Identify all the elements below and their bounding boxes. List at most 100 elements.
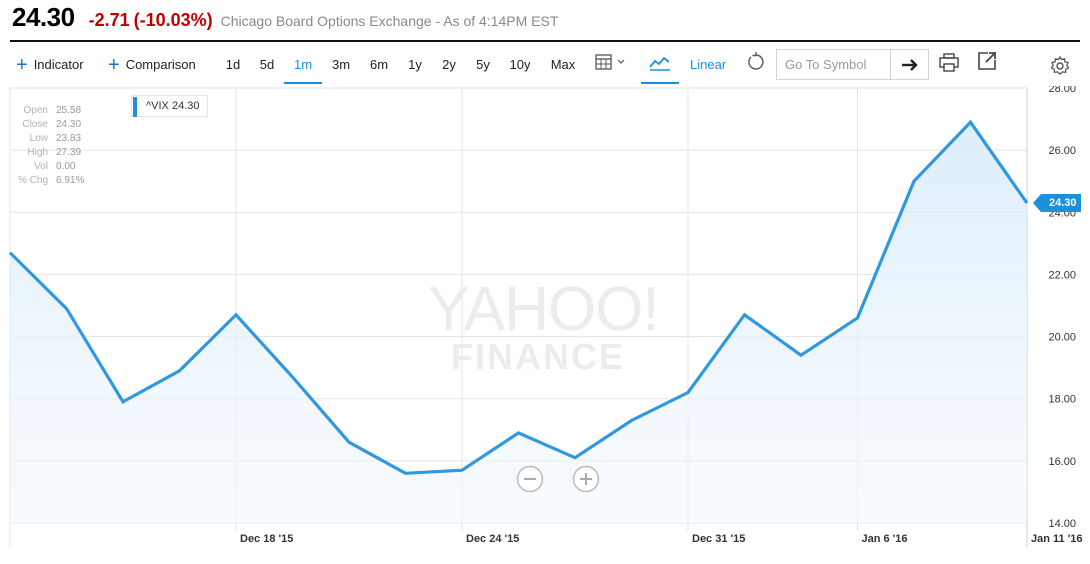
header-divider: [10, 40, 1080, 42]
data-point: [1025, 201, 1029, 205]
ohlc-key: Low: [29, 133, 48, 144]
arrow-right-icon: [901, 58, 918, 71]
y-tick-label: 20.00: [1048, 332, 1076, 344]
range-max[interactable]: Max: [550, 57, 576, 72]
scale-toggle[interactable]: Linear: [690, 57, 727, 72]
data-point: [573, 456, 577, 460]
settings-button[interactable]: [1049, 55, 1071, 77]
data-point: [799, 353, 803, 357]
data-point: [347, 440, 351, 444]
chart-type-button[interactable]: [648, 52, 672, 74]
ohlc-value: 0.00: [56, 161, 76, 172]
data-point: [743, 313, 747, 317]
ohlc-value: 23.83: [56, 133, 82, 144]
price-change: -2.71: [88, 10, 130, 30]
comparison-button[interactable]: + Comparison: [108, 54, 196, 76]
symbol-search-input[interactable]: [776, 49, 891, 80]
zoom-in-button[interactable]: [572, 465, 600, 493]
range-10y[interactable]: 10y: [509, 57, 531, 72]
price-change-percent: (-10.03%): [133, 10, 213, 30]
go-to-symbol-button[interactable]: [891, 49, 929, 80]
y-tick-label: 26.00: [1048, 145, 1076, 157]
zoom-out-button[interactable]: [516, 465, 544, 493]
data-point: [630, 419, 634, 423]
y-tick-label: 28.00: [1048, 86, 1076, 95]
fullscreen-button[interactable]: [976, 50, 998, 72]
data-point: [460, 468, 464, 472]
range-5d[interactable]: 5d: [259, 57, 275, 72]
gear-icon: [1050, 55, 1070, 75]
print-icon: [939, 53, 959, 72]
reset-button[interactable]: [745, 51, 767, 73]
ohlc-panel: Open 25.58 Close 24.30 Low 23.83 High 27.39 Vol 0…: [10, 104, 120, 188]
ohlc-key: Vol: [34, 161, 48, 172]
chart-area[interactable]: 14.00 16.00 18.00 20.00 22.00 24.00 26.00 28.00…: [0, 86, 1090, 564]
y-tick-label: 18.00: [1048, 394, 1076, 406]
y-tick-label: 22.00: [1048, 269, 1076, 281]
data-point: [178, 369, 182, 373]
legend-label: ^VIX 24.30: [146, 100, 200, 112]
undo-icon: [748, 52, 764, 70]
range-1y[interactable]: 1y: [408, 57, 422, 72]
ohlc-value: 24.30: [56, 119, 82, 130]
x-tick-label: Jan 11 '16: [1031, 533, 1083, 545]
line-chart-icon: [649, 56, 670, 71]
indicator-button[interactable]: + Indicator: [16, 54, 84, 76]
ohlc-row: High 27.39: [10, 146, 120, 160]
exchange-info: Chicago Board Options Exchange - As of 4…: [220, 13, 559, 29]
data-point: [404, 471, 408, 475]
data-point: [912, 179, 916, 183]
last-price-tag: 24.30: [1033, 194, 1081, 212]
ohlc-value: 27.39: [56, 147, 82, 158]
range-6m[interactable]: 6m: [369, 57, 389, 72]
print-button[interactable]: [938, 52, 960, 74]
data-point: [234, 313, 238, 317]
data-point: [291, 375, 295, 379]
x-tick-label: Dec 24 '15: [466, 533, 519, 545]
plus-icon: +: [108, 54, 120, 76]
active-chart-type-indicator: [641, 82, 679, 84]
watermark-finance: FINANCE: [451, 336, 625, 377]
price-value: 24.30: [12, 2, 75, 32]
price-chart[interactable]: 14.0016.0018.0020.0022.0024.0026.0028.00…: [0, 86, 1090, 564]
range-2y[interactable]: 2y: [442, 57, 456, 72]
calendar-button[interactable]: [594, 52, 628, 74]
ohlc-row: Open 25.58: [10, 104, 120, 118]
range-3m[interactable]: 3m: [331, 57, 351, 72]
watermark-yahoo: YAHOO!: [428, 275, 660, 344]
external-link-icon: [978, 52, 996, 70]
x-tick-label: Jan 6 '16: [862, 533, 908, 545]
series-area-fill: [10, 122, 1027, 523]
data-point: [121, 400, 125, 404]
plus-icon: +: [16, 54, 28, 76]
range-1d[interactable]: 1d: [225, 57, 241, 72]
ohlc-row: Vol 0.00: [10, 160, 120, 174]
legend-swatch: [133, 97, 137, 117]
range-5y[interactable]: 5y: [476, 57, 490, 72]
calendar-icon: [595, 54, 625, 70]
series-legend[interactable]: ^VIX 24.30: [131, 95, 209, 117]
x-tick-label: Dec 31 '15: [692, 533, 745, 545]
ohlc-value: 6.91%: [56, 175, 85, 186]
ohlc-row: % Chg 6.91%: [10, 174, 120, 188]
y-tick-label: 16.00: [1048, 456, 1076, 468]
data-point: [969, 120, 973, 124]
range-1m[interactable]: 1m: [293, 57, 313, 72]
data-point: [65, 307, 69, 311]
data-point: [856, 316, 860, 320]
chart-toolbar: + Indicator + Comparison 1d 5d 1m 3m 6m 1y…: [0, 46, 1090, 86]
data-point: [686, 391, 690, 395]
active-range-indicator: [284, 82, 322, 84]
series-line: [8, 119, 1029, 475]
ohlc-key: % Chg: [17, 175, 48, 186]
ohlc-key: Open: [23, 105, 48, 116]
ohlc-row: Low 23.83: [10, 132, 120, 146]
ohlc-value: 25.58: [56, 105, 82, 116]
indicator-label: Indicator: [33, 57, 84, 72]
minus-circle-icon: [516, 465, 544, 493]
y-tick-label: 14.00: [1048, 518, 1076, 530]
ohlc-key: Close: [22, 119, 48, 130]
data-point: [517, 431, 521, 435]
ohlc-row: Close 24.30: [10, 118, 120, 132]
quote-header: 24.30 -2.71 (-10.03%) Chicago Board Opti…: [12, 2, 558, 36]
